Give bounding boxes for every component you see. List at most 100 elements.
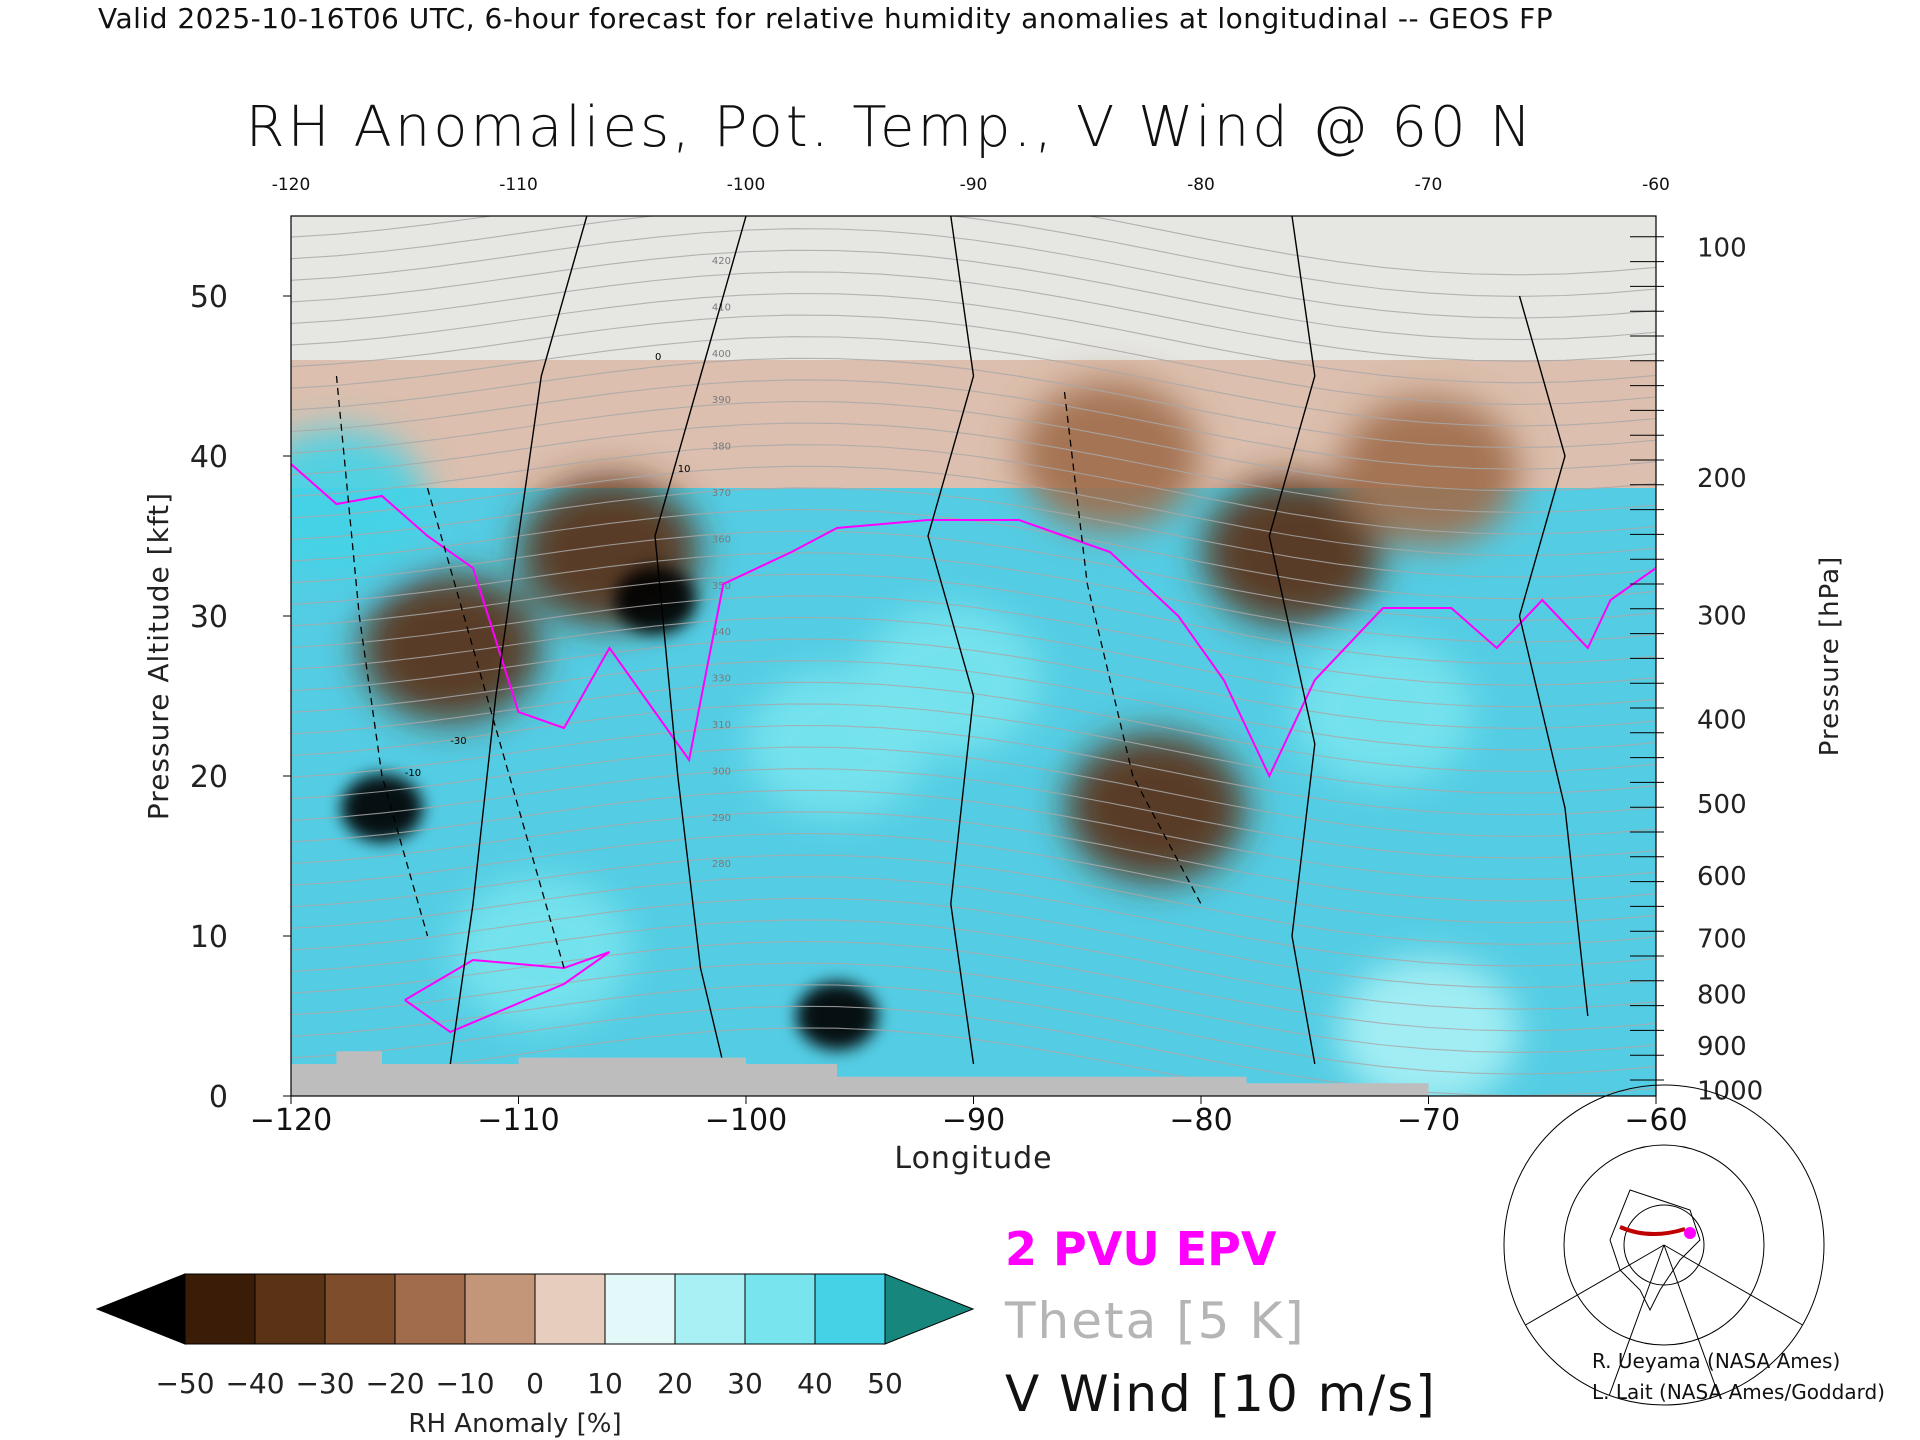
credit-line-1: R. Ueyama (NASA Ames) [1592, 1349, 1841, 1373]
theta-isentrope [291, 357, 1656, 449]
colorbar-tick-label: 10 [587, 1367, 623, 1400]
theta-isentrope [291, 832, 1656, 924]
colorbar-bin [254, 1273, 326, 1345]
theta-isentrope [291, 660, 1656, 751]
legend-theta: Theta [5 K] [1005, 1292, 1306, 1350]
anomaly-feature [360, 573, 541, 723]
x-tick-label: −80 [1169, 1103, 1232, 1138]
theta-isentrope [291, 876, 1656, 967]
colorbar-bin [814, 1273, 886, 1345]
theta-isentrope [291, 962, 1656, 1053]
colorbar-bin [464, 1273, 536, 1345]
colorbar-tick-label: 0 [526, 1367, 544, 1400]
colorbar-tick-label: 40 [797, 1367, 833, 1400]
colorbar-tick-label: 20 [657, 1367, 693, 1400]
theta-label: 360 [712, 534, 731, 545]
theta-isentrope [291, 487, 1656, 578]
theta-isentrope [291, 811, 1656, 902]
theta-label: 290 [712, 813, 731, 824]
y-tick-label: 50 [190, 280, 228, 315]
theta-isentrope [291, 746, 1656, 837]
anomaly-feature [796, 982, 878, 1050]
theta-isentrope [291, 422, 1656, 513]
theta-label: 310 [712, 720, 731, 731]
anomaly-feature [614, 566, 696, 634]
theta-label: 330 [712, 674, 731, 685]
theta-isentrope [291, 271, 1656, 362]
anomaly-feature [747, 669, 927, 819]
plot-area: 420 410 400 390 380 370 360 350 340 330 310 300 290 2… [291, 216, 1656, 1096]
wind-contour [927, 216, 975, 1065]
anomaly-feature [1065, 733, 1246, 883]
theta-isentrope [291, 228, 1656, 319]
theta-label: 370 [712, 488, 731, 499]
y-axis-label: Pressure Altitude [kft] [142, 492, 175, 820]
anomaly-feature [1202, 477, 1382, 627]
anomaly-feature [451, 877, 632, 1027]
theta-isentrope [291, 336, 1656, 427]
epv-contour [404, 951, 611, 1034]
colorbar-bin [184, 1273, 256, 1345]
theta-isentrope [291, 216, 1656, 297]
x-top-tick-label: -70 [1415, 175, 1443, 195]
anomaly-feature [1293, 637, 1473, 787]
colorbar-bin [394, 1273, 466, 1345]
map-latitude-circle [1563, 1144, 1765, 1346]
x-top-tick-label: -110 [499, 175, 538, 195]
theta-label: 340 [712, 627, 731, 638]
colorbar-bin [324, 1273, 396, 1345]
colorbar-tick-label: −20 [365, 1367, 424, 1400]
y-right-tick-label: 400 [1697, 705, 1747, 735]
terrain [291, 1051, 1429, 1096]
colorbar-tick-label: −30 [295, 1367, 354, 1400]
legend-vwind: V Wind [10 m/s] [1005, 1365, 1437, 1423]
wind-label: 10 [678, 464, 691, 475]
theta-label: 400 [712, 349, 731, 360]
x-top-tick-label: -60 [1642, 175, 1670, 195]
y-right-tick-label: 100 [1697, 233, 1747, 263]
y-right-tick-label: 1000 [1697, 1077, 1763, 1107]
colorbar-label: RH Anomaly [%] [408, 1409, 621, 1439]
map-coastline [1609, 1189, 1701, 1312]
x-tick-label: −100 [705, 1103, 787, 1138]
theta-isentrope [291, 919, 1656, 1010]
theta-isentrope [291, 703, 1656, 794]
colorbar-tick-label: 30 [727, 1367, 763, 1400]
y-right-tick-label: 500 [1697, 790, 1747, 820]
legend-epv: 2 PVU EPV [1005, 1222, 1277, 1276]
wind-contour [1268, 216, 1316, 1065]
colorbar-bin [604, 1273, 676, 1345]
map-meridian [1525, 1244, 1665, 1326]
epv-contour [291, 463, 1656, 779]
colorbar-tick-label: −50 [155, 1367, 214, 1400]
map-track [1619, 1225, 1686, 1237]
x-tick-label: −60 [1624, 1103, 1687, 1138]
theta-isentrope [291, 292, 1656, 384]
colorbar-tick-label: −40 [225, 1367, 284, 1400]
y-right-axis-label: Pressure [hPa] [1815, 556, 1845, 757]
colorbar-arrow-high [884, 1273, 975, 1345]
colorbar-bin [744, 1273, 816, 1345]
theta-isentrope [291, 638, 1656, 729]
anomaly-feature [1020, 381, 1200, 531]
wind-contour [654, 216, 747, 1065]
theta-isentrope [291, 595, 1656, 686]
locator-map [1503, 1084, 1825, 1406]
map-meridian [1608, 1244, 1665, 1396]
theta-isentrope [291, 379, 1656, 470]
theta-isentrope [291, 789, 1656, 881]
theta-label: 390 [712, 395, 731, 406]
y-right-tick-label: 300 [1697, 601, 1747, 631]
x-tick-label: −120 [250, 1103, 332, 1138]
y-tick-label: 40 [190, 440, 228, 475]
field-upper [291, 216, 1656, 360]
colorbar-arrow-low [95, 1273, 186, 1345]
colorbar-tick-label: −10 [435, 1367, 494, 1400]
theta-isentrope [291, 897, 1656, 989]
theta-isentrope [291, 768, 1656, 859]
x-top-tick-label: -120 [272, 175, 311, 195]
colorbar-bin [534, 1273, 606, 1345]
wind-label: -10 [405, 768, 421, 779]
theta-label: 280 [712, 859, 731, 870]
